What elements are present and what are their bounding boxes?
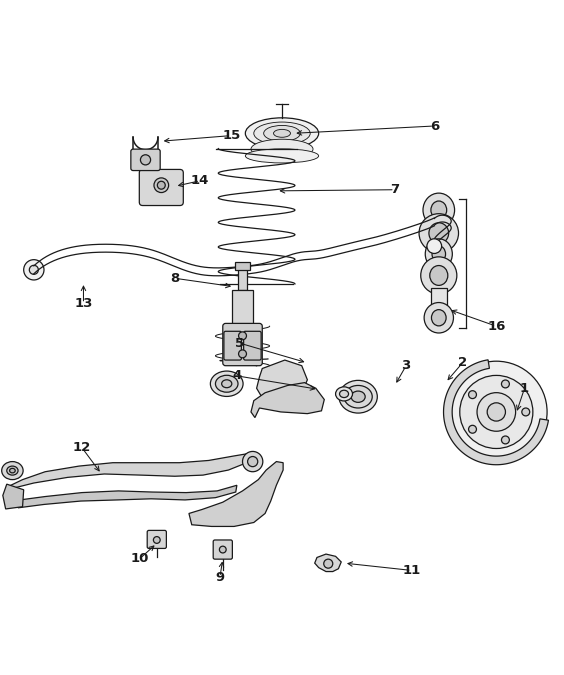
Text: 2: 2 <box>458 356 467 369</box>
Ellipse shape <box>245 149 319 163</box>
Circle shape <box>248 456 258 466</box>
FancyBboxPatch shape <box>235 262 250 270</box>
Circle shape <box>522 408 530 416</box>
Circle shape <box>157 182 165 189</box>
Circle shape <box>501 380 509 388</box>
Ellipse shape <box>340 390 349 398</box>
Text: 11: 11 <box>403 564 421 577</box>
Ellipse shape <box>274 130 290 137</box>
Circle shape <box>487 403 505 421</box>
Circle shape <box>29 265 38 274</box>
FancyBboxPatch shape <box>244 331 261 360</box>
Circle shape <box>324 559 333 568</box>
Polygon shape <box>315 554 341 572</box>
Ellipse shape <box>10 468 15 473</box>
Ellipse shape <box>423 193 455 227</box>
Polygon shape <box>443 360 548 464</box>
Text: 10: 10 <box>131 552 149 565</box>
Text: 12: 12 <box>73 441 91 454</box>
FancyBboxPatch shape <box>232 290 253 363</box>
Text: 6: 6 <box>430 119 439 132</box>
Text: 14: 14 <box>191 174 209 187</box>
Ellipse shape <box>251 139 313 159</box>
Ellipse shape <box>245 118 319 149</box>
Text: 13: 13 <box>74 297 92 310</box>
Text: 8: 8 <box>170 272 179 285</box>
Ellipse shape <box>419 214 459 252</box>
Ellipse shape <box>336 387 352 401</box>
Text: 3: 3 <box>402 359 411 372</box>
Circle shape <box>154 178 169 192</box>
Circle shape <box>153 537 160 543</box>
Circle shape <box>469 425 477 433</box>
Polygon shape <box>8 453 254 489</box>
Ellipse shape <box>254 122 310 144</box>
Ellipse shape <box>2 462 23 480</box>
FancyBboxPatch shape <box>213 540 232 559</box>
Ellipse shape <box>421 257 457 294</box>
Circle shape <box>501 436 509 444</box>
Ellipse shape <box>431 310 446 326</box>
Text: 9: 9 <box>215 570 224 584</box>
Polygon shape <box>3 484 24 509</box>
Circle shape <box>460 375 533 448</box>
FancyBboxPatch shape <box>147 531 166 548</box>
Polygon shape <box>251 383 324 418</box>
FancyBboxPatch shape <box>139 169 183 205</box>
Ellipse shape <box>339 381 377 413</box>
Ellipse shape <box>430 265 448 286</box>
Polygon shape <box>257 360 307 406</box>
Circle shape <box>243 452 263 472</box>
Text: 15: 15 <box>222 129 240 142</box>
Circle shape <box>427 239 442 254</box>
Text: 7: 7 <box>390 183 399 196</box>
Text: 5: 5 <box>235 337 244 350</box>
Ellipse shape <box>425 239 452 269</box>
FancyBboxPatch shape <box>223 323 262 366</box>
Circle shape <box>477 393 515 431</box>
FancyBboxPatch shape <box>224 331 241 360</box>
Text: 1: 1 <box>520 382 529 395</box>
Polygon shape <box>189 462 283 526</box>
FancyBboxPatch shape <box>431 288 447 305</box>
Ellipse shape <box>7 466 18 475</box>
Ellipse shape <box>429 223 449 244</box>
Circle shape <box>239 350 246 358</box>
Ellipse shape <box>215 375 238 392</box>
Ellipse shape <box>431 201 447 219</box>
FancyBboxPatch shape <box>131 149 160 171</box>
Ellipse shape <box>424 302 453 333</box>
Circle shape <box>469 391 477 399</box>
Ellipse shape <box>222 380 232 387</box>
Circle shape <box>24 260 44 280</box>
Ellipse shape <box>432 246 446 262</box>
Polygon shape <box>18 485 237 508</box>
Circle shape <box>140 155 151 165</box>
Circle shape <box>239 332 246 340</box>
Ellipse shape <box>264 126 300 141</box>
FancyBboxPatch shape <box>238 267 247 290</box>
Text: 16: 16 <box>487 320 505 333</box>
Ellipse shape <box>344 385 372 408</box>
Circle shape <box>446 361 547 462</box>
Circle shape <box>219 546 226 553</box>
Ellipse shape <box>351 391 365 402</box>
Ellipse shape <box>210 371 243 396</box>
Text: 4: 4 <box>232 369 241 382</box>
